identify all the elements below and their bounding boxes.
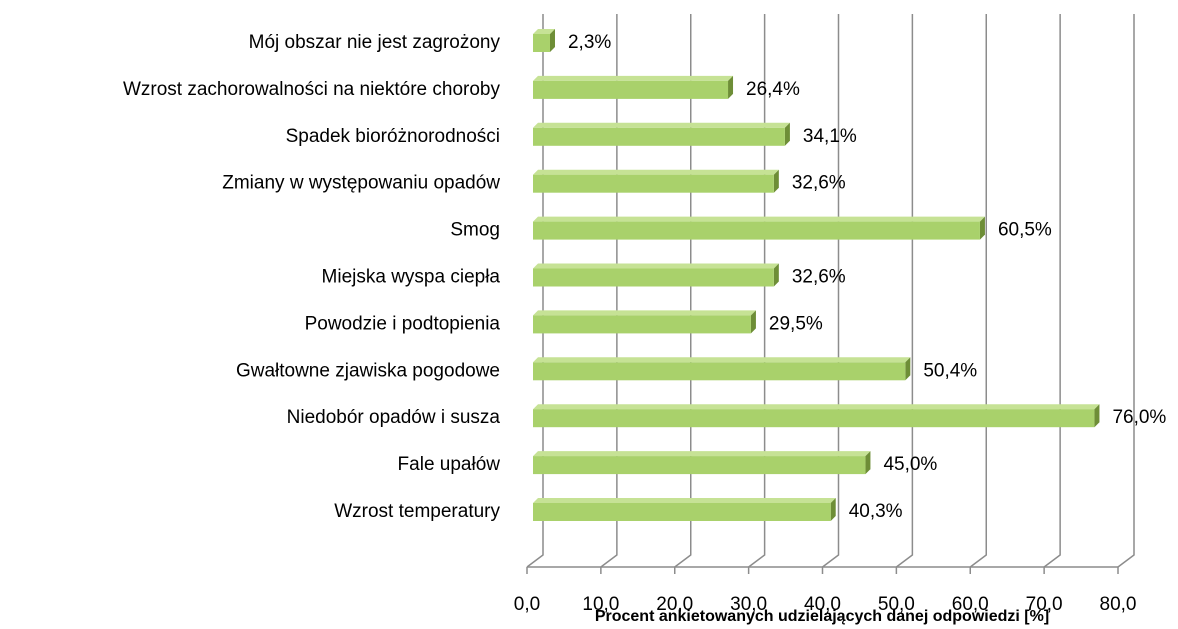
bar-top	[533, 310, 756, 316]
x-tick-label: 60,0	[952, 594, 989, 615]
bar-top	[533, 169, 779, 175]
bar-top	[533, 263, 779, 269]
bar	[533, 315, 751, 334]
x-tick-label: 0,0	[514, 594, 540, 615]
bar-top	[533, 122, 790, 128]
bar-top	[533, 498, 836, 503]
y-tick-label: Wzrost temperatury	[334, 501, 500, 522]
y-tick-label: Gwałtowne zjawiska pogodowe	[236, 360, 500, 381]
bar	[533, 268, 774, 287]
y-tick-label: Niedobór opadów i susza	[287, 407, 501, 428]
data-label: 76,0%	[1112, 407, 1166, 428]
data-label: 34,1%	[803, 126, 857, 147]
bar-side	[773, 169, 779, 193]
bar-side	[979, 216, 985, 240]
x-tick-label: 20,0	[656, 594, 693, 615]
y-tick-label: Powodzie i podtopienia	[305, 313, 501, 334]
grid-line	[748, 14, 766, 568]
bar-side	[865, 451, 871, 475]
data-label: 32,6%	[792, 267, 846, 288]
data-label: 50,4%	[923, 360, 977, 381]
bar-side	[549, 29, 555, 52]
data-label: 45,0%	[883, 454, 937, 475]
x-axis-title: Procent ankietowanych udzielających dane…	[595, 608, 1049, 625]
y-tick-label: Miejska wyspa ciepła	[322, 267, 501, 288]
bar	[533, 409, 1095, 428]
grid-line	[526, 14, 544, 568]
bar	[533, 127, 785, 146]
bar-side	[784, 122, 790, 146]
grid-line	[674, 14, 692, 568]
bar	[533, 34, 550, 52]
y-tick-label: Smog	[450, 220, 500, 241]
x-tick-label: 40,0	[804, 594, 841, 615]
bar-top	[533, 357, 911, 363]
grid-line	[969, 14, 987, 568]
data-label: 32,6%	[792, 173, 846, 194]
y-tick-label: Mój obszar nie jest zagrożony	[249, 32, 501, 53]
x-tick-label: 30,0	[730, 594, 767, 615]
grid-line	[600, 14, 618, 568]
bar	[533, 221, 980, 240]
data-label: 60,5%	[998, 220, 1052, 241]
x-tick-label: 70,0	[1026, 594, 1063, 615]
bar-top	[533, 29, 555, 34]
x-tick-label: 10,0	[582, 594, 619, 615]
bar	[533, 456, 866, 475]
grid-line	[895, 14, 914, 568]
bar-top	[533, 75, 734, 81]
data-label: 26,4%	[746, 79, 800, 100]
bar-top	[533, 451, 871, 457]
y-tick-label: Spadek bioróżnorodności	[286, 126, 500, 147]
data-label: 29,5%	[769, 313, 823, 334]
bar-side	[728, 75, 734, 99]
grid-line	[1043, 14, 1061, 568]
bar-side	[773, 263, 779, 287]
bar	[533, 362, 906, 381]
bar-side	[830, 498, 836, 521]
bar-side	[1094, 404, 1100, 428]
bar-top	[533, 216, 985, 222]
y-tick-label: Zmiany w występowaniu opadów	[222, 173, 500, 194]
data-label: 40,3%	[849, 501, 903, 522]
bar	[533, 80, 729, 99]
x-tick-label: 80,0	[1100, 594, 1137, 615]
bar-side	[750, 310, 756, 334]
grid-line	[1117, 14, 1135, 568]
bar-side	[905, 357, 911, 381]
bar	[533, 174, 774, 193]
bar-top	[533, 404, 1100, 410]
y-tick-label: Wzrost zachorowalności na niektóre choro…	[123, 79, 501, 100]
data-label: 2,3%	[568, 32, 611, 53]
x-tick-label: 50,0	[878, 594, 915, 615]
bar	[533, 503, 831, 521]
grid-line	[822, 14, 840, 568]
y-tick-label: Fale upałów	[398, 454, 501, 475]
